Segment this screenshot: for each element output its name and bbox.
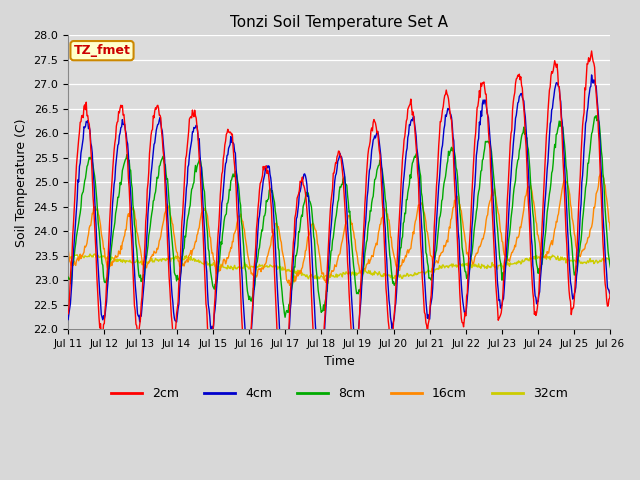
2cm [183,144,191,150]
Line: 2cm: 2cm [68,51,611,405]
16cm [64,247,72,252]
16cm [332,264,339,269]
2cm [280,402,287,408]
8cm [438,198,445,204]
32cm [385,273,393,279]
Legend: 2cm, 4cm, 8cm, 16cm, 32cm: 2cm, 4cm, 8cm, 16cm, 32cm [106,383,573,406]
4cm [607,291,614,297]
4cm [183,180,191,186]
16cm [285,282,293,288]
2cm [385,318,392,324]
2cm [557,120,565,125]
16cm [597,170,605,176]
32cm [207,263,215,268]
32cm [91,251,99,257]
16cm [385,217,392,223]
4cm [588,72,595,78]
Title: Tonzi Soil Temperature Set A: Tonzi Soil Temperature Set A [230,15,448,30]
2cm [438,114,445,120]
16cm [607,228,614,234]
8cm [207,269,214,275]
16cm [183,257,191,263]
4cm [557,114,565,120]
4cm [207,324,214,330]
8cm [332,216,339,222]
32cm [332,271,340,277]
8cm [64,274,72,280]
32cm [558,254,566,260]
Line: 32cm: 32cm [68,254,611,279]
2cm [64,311,72,317]
32cm [64,254,72,260]
4cm [332,172,339,178]
32cm [184,255,192,261]
Line: 8cm: 8cm [68,116,611,317]
8cm [385,233,392,239]
Text: TZ_fmet: TZ_fmet [74,44,131,57]
4cm [280,374,287,380]
2cm [607,287,614,293]
32cm [319,276,327,282]
2cm [207,337,214,343]
8cm [183,218,191,224]
8cm [607,265,614,271]
Line: 4cm: 4cm [68,75,611,377]
Y-axis label: Soil Temperature (C): Soil Temperature (C) [15,118,28,247]
16cm [557,191,565,196]
4cm [438,146,445,152]
X-axis label: Time: Time [324,355,355,368]
8cm [557,123,565,129]
16cm [438,250,445,255]
16cm [207,235,214,240]
4cm [385,286,392,292]
2cm [588,48,595,54]
2cm [332,160,339,166]
8cm [592,113,600,119]
Line: 16cm: 16cm [68,173,611,285]
32cm [438,262,446,268]
8cm [281,314,289,320]
4cm [64,317,72,323]
32cm [607,256,614,262]
